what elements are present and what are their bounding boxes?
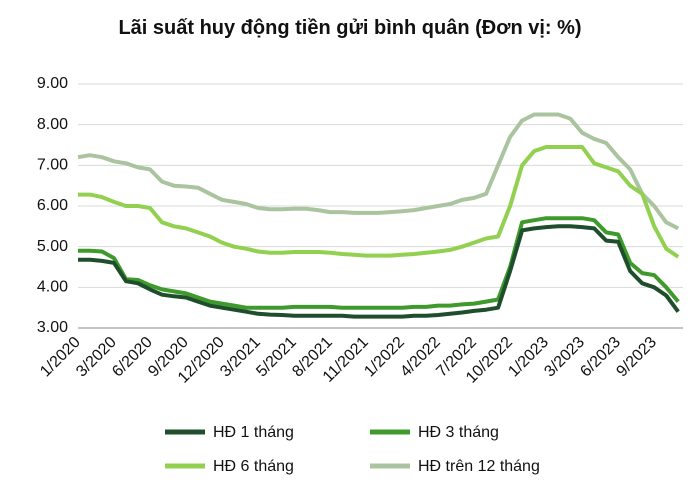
chart-title: Lãi suất huy động tiền gửi bình quân (Đơ…	[118, 17, 582, 39]
y-tick-label: 8.00	[37, 116, 68, 133]
legend-label: HĐ 3 tháng	[418, 424, 499, 441]
legend-label: HĐ trên 12 tháng	[418, 458, 540, 475]
series-line	[78, 145, 680, 259]
legend-label: HĐ 6 tháng	[213, 458, 294, 475]
y-tick-label: 7.00	[37, 157, 68, 174]
y-tick-label: 9.00	[37, 75, 68, 92]
series-line	[78, 216, 680, 310]
y-tick-label: 3.00	[37, 319, 68, 336]
x-tick-label: 9/2023	[613, 334, 660, 381]
legend-label: HĐ 1 tháng	[213, 424, 294, 441]
series-line	[77, 112, 680, 231]
y-tick-label: 6.00	[37, 197, 68, 214]
series-line	[78, 224, 680, 319]
y-tick-label: 5.00	[37, 238, 68, 255]
y-tick-label: 4.00	[37, 279, 68, 296]
